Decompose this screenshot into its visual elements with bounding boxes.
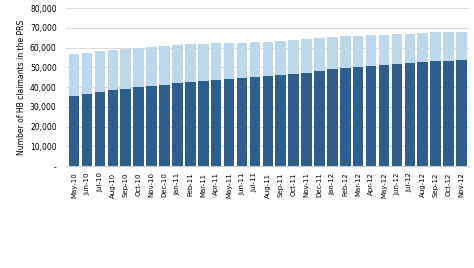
Bar	[288, 40, 299, 74]
Bar	[172, 44, 182, 83]
Bar	[133, 48, 144, 87]
Bar	[327, 69, 337, 166]
Bar	[327, 37, 337, 69]
Bar	[224, 43, 234, 79]
Bar	[224, 79, 234, 166]
Bar	[159, 85, 170, 166]
Bar	[185, 82, 196, 166]
Bar	[301, 39, 312, 73]
Bar	[146, 47, 157, 86]
Bar	[301, 73, 312, 166]
Bar	[263, 42, 273, 76]
Bar	[211, 80, 221, 166]
Bar	[379, 65, 389, 166]
Bar	[430, 61, 441, 166]
Bar	[82, 94, 92, 166]
Bar	[314, 38, 325, 71]
Bar	[95, 92, 105, 166]
Bar	[108, 90, 118, 166]
Bar	[366, 66, 376, 166]
Bar	[250, 42, 260, 77]
Bar	[275, 41, 286, 75]
Bar	[120, 49, 131, 89]
Bar	[340, 68, 351, 166]
Bar	[82, 53, 92, 94]
Bar	[340, 36, 351, 68]
Bar	[250, 77, 260, 166]
Bar	[237, 78, 247, 166]
Bar	[456, 60, 467, 166]
Bar	[353, 36, 364, 67]
Bar	[443, 32, 454, 61]
Bar	[108, 50, 118, 90]
Bar	[198, 81, 209, 166]
Bar	[392, 64, 402, 166]
Bar	[198, 44, 209, 81]
Bar	[185, 44, 196, 82]
Bar	[456, 32, 467, 60]
Bar	[443, 61, 454, 166]
Bar	[314, 71, 325, 166]
Bar	[69, 54, 80, 96]
Bar	[133, 87, 144, 166]
Bar	[392, 34, 402, 64]
Bar	[379, 35, 389, 65]
Bar	[418, 62, 428, 166]
Bar	[263, 76, 273, 166]
Bar	[418, 33, 428, 62]
Bar	[405, 34, 415, 64]
Bar	[69, 96, 80, 166]
Bar	[146, 86, 157, 166]
Bar	[353, 67, 364, 166]
Bar	[211, 43, 221, 80]
Bar	[172, 83, 182, 166]
Y-axis label: Number of HB claimants in the PRS: Number of HB claimants in the PRS	[17, 20, 26, 155]
Bar	[275, 75, 286, 166]
Bar	[366, 35, 376, 66]
Bar	[120, 89, 131, 166]
Bar	[237, 43, 247, 78]
Bar	[430, 32, 441, 61]
Bar	[288, 74, 299, 166]
Bar	[95, 51, 105, 92]
Bar	[159, 46, 170, 85]
Bar	[405, 64, 415, 166]
